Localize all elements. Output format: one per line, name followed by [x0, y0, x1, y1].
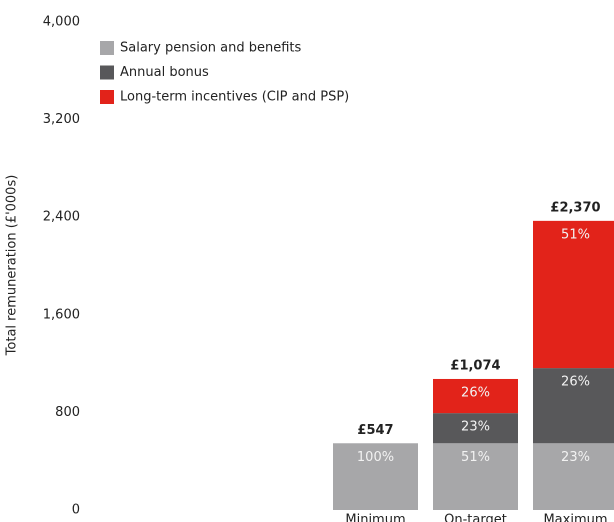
bar-segment [333, 443, 418, 510]
y-tick-label: 0 [72, 503, 80, 518]
bar-segment [533, 368, 614, 444]
total-label: £1,074 [450, 358, 500, 373]
bar-segment [533, 443, 614, 510]
share-label: 26% [461, 385, 490, 400]
y-tick-label: 1,600 [43, 307, 80, 322]
legend-swatch [100, 41, 114, 55]
share-label: 26% [561, 375, 590, 390]
share-label: 23% [561, 450, 590, 465]
x-tick-label: On-target [444, 513, 507, 522]
x-tick-label: Maximum [543, 513, 607, 522]
legend-label: Salary pension and benefits [120, 41, 302, 56]
y-tick-label: 3,200 [43, 112, 80, 127]
share-label: 51% [561, 227, 590, 242]
y-tick-label: 800 [55, 405, 80, 420]
bar-segment [533, 220, 614, 369]
y-tick-label: 2,400 [43, 210, 80, 225]
share-label: 100% [357, 450, 394, 465]
legend-swatch [100, 65, 114, 80]
bar-segment [433, 378, 518, 414]
total-label: £2,370 [550, 200, 600, 215]
bar-segment [433, 443, 518, 510]
share-label: 23% [461, 420, 490, 435]
legend-label: Long-term incentives (CIP and PSP) [120, 90, 349, 105]
total-label: £547 [357, 423, 393, 438]
y-tick-label: 4,000 [43, 15, 80, 30]
legend-swatch [100, 90, 114, 104]
legend-label: Annual bonus [120, 65, 209, 80]
bar-segment [433, 413, 518, 444]
x-tick-label: Minimum [345, 513, 405, 522]
share-label: 51% [461, 450, 490, 465]
y-axis-title: Total remuneration (£'000s) [5, 175, 20, 357]
